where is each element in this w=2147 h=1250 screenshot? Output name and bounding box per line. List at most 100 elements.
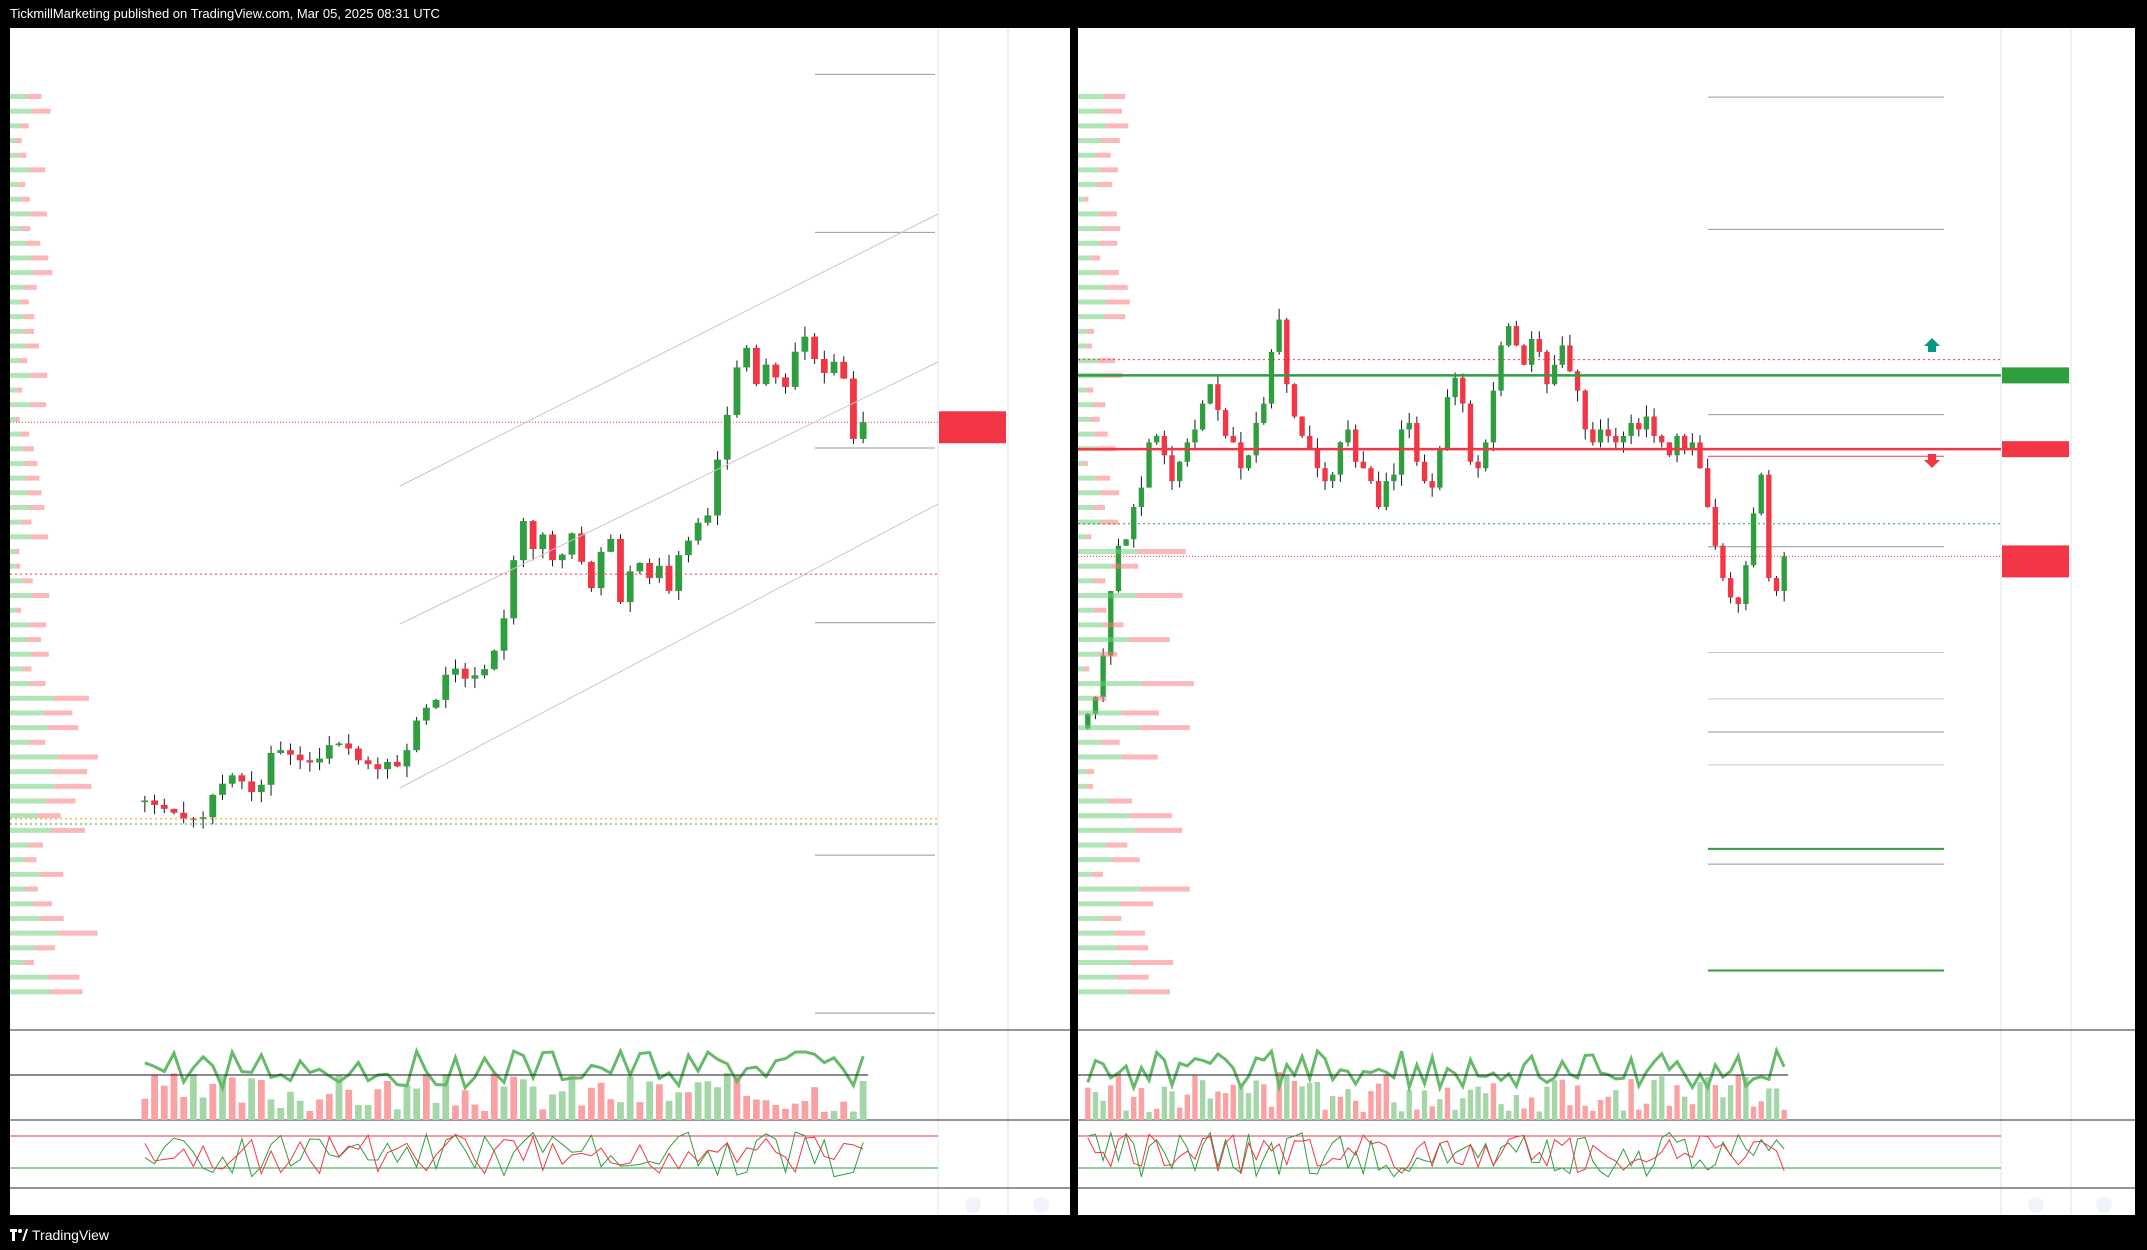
- volume-bar: [539, 1109, 547, 1120]
- volume-profile-bar: [16, 387, 23, 393]
- volume-bar: [1299, 1086, 1305, 1120]
- volume-bar: [1674, 1085, 1680, 1120]
- volume-bar: [714, 1087, 721, 1120]
- candle-body: [1590, 429, 1596, 443]
- candle-body: [422, 707, 430, 721]
- volume-profile-bar: [10, 446, 24, 452]
- price-tag: [2002, 545, 2069, 578]
- axis-button-b[interactable]: [1033, 1197, 1049, 1213]
- volume-profile-bar: [1078, 915, 1102, 921]
- volume-profile-bar: [1099, 211, 1117, 217]
- candle-body: [587, 561, 595, 589]
- daily-chart[interactable]: [1078, 28, 2135, 1215]
- candle-body: [1391, 474, 1397, 482]
- volume-bar: [296, 1100, 304, 1120]
- axis-button-b[interactable]: [2096, 1197, 2112, 1213]
- volume-bar: [587, 1087, 595, 1120]
- volume-profile-bar: [10, 196, 21, 202]
- volume-bar: [1307, 1082, 1313, 1120]
- volume-profile-bar: [1078, 358, 1099, 364]
- candle-body: [1452, 377, 1458, 398]
- volume-profile-bar: [25, 886, 38, 892]
- volume-profile-bar: [10, 138, 17, 144]
- volume-bar: [694, 1082, 702, 1120]
- volume-profile-bar: [1078, 94, 1104, 99]
- axis-button-a[interactable]: [965, 1197, 981, 1213]
- candle-body: [1085, 713, 1091, 729]
- weekly-chart[interactable]: [10, 28, 1070, 1215]
- volume-profile-bar: [16, 607, 22, 613]
- volume-bar: [199, 1097, 207, 1120]
- candle-body: [1307, 435, 1313, 449]
- volume-profile-bar: [1078, 211, 1100, 217]
- volume-profile-bar: [27, 490, 42, 496]
- volume-bar: [1467, 1089, 1474, 1120]
- mid-tag: [2002, 441, 2069, 458]
- volume-profile-bar: [21, 226, 31, 232]
- volume-profile-bar: [31, 255, 49, 261]
- candle-body: [1559, 345, 1565, 365]
- candle-body: [189, 818, 197, 820]
- volume-profile-bar: [10, 108, 33, 114]
- volume-bar: [461, 1090, 469, 1120]
- volume-bar: [665, 1100, 673, 1120]
- volume-bar: [219, 1076, 226, 1120]
- candle-body: [1429, 481, 1435, 488]
- volume-bar: [1314, 1081, 1321, 1120]
- candle-body: [772, 364, 780, 378]
- volume-bar: [257, 1079, 265, 1120]
- volume-bar: [1521, 1108, 1527, 1120]
- candle-body: [1521, 345, 1527, 365]
- volume-bar: [1261, 1084, 1267, 1120]
- volume-profile-bar: [1083, 196, 1089, 202]
- volume-profile-bar: [1100, 490, 1120, 496]
- candle-body: [325, 745, 333, 759]
- volume-profile-bar: [1078, 901, 1120, 907]
- rsi-line: [1086, 1046, 1786, 1094]
- volume-bar: [1659, 1076, 1665, 1120]
- volume-bar: [1735, 1075, 1741, 1120]
- volume-profile-bar: [10, 842, 29, 848]
- volume-profile-bar: [10, 607, 17, 613]
- volume-profile-bar: [10, 857, 25, 863]
- candle-body: [597, 551, 605, 589]
- volume-bar: [1750, 1106, 1757, 1120]
- volume-bar: [1720, 1097, 1726, 1120]
- volume-bar: [1475, 1086, 1481, 1120]
- volume-bar: [1544, 1086, 1550, 1120]
- candle-body: [1253, 422, 1259, 456]
- volume-bar: [1766, 1088, 1772, 1120]
- weekly-chart-panel[interactable]: [10, 28, 1070, 1215]
- candle-body: [1375, 481, 1382, 507]
- volume-profile-bar: [10, 255, 32, 261]
- volume-profile-bar: [1089, 416, 1100, 422]
- volume-bar: [578, 1105, 586, 1120]
- volume-profile-bar: [1078, 857, 1113, 863]
- volume-profile-bar: [28, 504, 45, 510]
- volume-profile-bar: [10, 152, 19, 158]
- volume-profile-bar: [10, 886, 26, 892]
- volume-bar: [1421, 1090, 1428, 1120]
- volume-profile-bar: [47, 725, 79, 731]
- volume-profile-bar: [30, 372, 48, 378]
- candle-body: [471, 675, 479, 679]
- volume-bar: [1498, 1104, 1504, 1120]
- volume-profile-bar: [15, 563, 21, 569]
- volume-profile-bar: [10, 372, 31, 378]
- daily-chart-panel[interactable]: [1078, 28, 2135, 1215]
- volume-profile-bar: [1086, 328, 1095, 334]
- axis-button-a[interactable]: [2028, 1197, 2044, 1213]
- volume-profile-bar: [1078, 343, 1086, 349]
- candle-body: [723, 414, 731, 460]
- volume-bar: [1330, 1096, 1336, 1120]
- candle-body: [1697, 442, 1703, 469]
- volume-bar: [1528, 1097, 1535, 1120]
- volume-bar: [1613, 1090, 1619, 1120]
- volume-profile-bar: [10, 167, 30, 173]
- candle-body: [1460, 377, 1466, 404]
- volume-profile-bar: [1083, 460, 1088, 466]
- volume-profile-bar: [1078, 945, 1117, 951]
- volume-profile-bar: [20, 431, 30, 437]
- price-tag: [939, 411, 1006, 444]
- candle-body: [733, 367, 741, 415]
